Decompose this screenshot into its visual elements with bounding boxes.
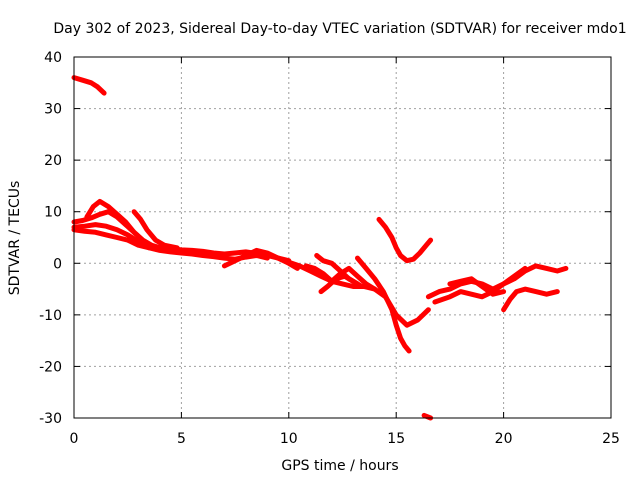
y-tick-label: 40 [44,50,62,66]
x-tick-label: 25 [602,431,620,447]
y-tick-label: 0 [53,256,62,272]
series-track-q [501,286,560,313]
x-tick-label: 0 [70,431,79,447]
y-tick-label: -10 [39,308,62,324]
series-track-h [275,255,431,328]
data-series-layer [71,75,569,421]
y-axis-label: SDTVAR / TECUs [7,181,23,296]
series-track-m [376,216,434,264]
x-tick-label: 20 [495,431,513,447]
series-track-a [71,75,107,96]
series-track-r [447,276,507,297]
y-tick-label: -30 [39,411,62,427]
series-track-f [131,209,180,251]
x-tick-label: 15 [387,431,405,447]
x-axis-label: GPS time / hours [281,458,398,474]
y-tick-label: 10 [44,205,62,221]
series-track-p [432,265,528,305]
axis-ticks: 0 5 10 15 20 25 -30 -20 -10 0 10 20 30 40 [39,50,620,447]
series-track-k [318,273,365,295]
x-tick-label: 5 [177,431,186,447]
series-track-e [84,198,154,248]
series-track-d [71,227,163,252]
x-tick-label: 10 [280,431,298,447]
y-tick-label: 30 [44,102,62,118]
plot-frame [73,56,612,419]
grid-lines [74,57,611,418]
y-tick-label: -20 [39,359,62,375]
y-tick-label: 20 [44,153,62,169]
chart-title: Day 302 of 2023, Sidereal Day-to-day VTE… [53,21,626,37]
series-track-l [355,255,412,354]
